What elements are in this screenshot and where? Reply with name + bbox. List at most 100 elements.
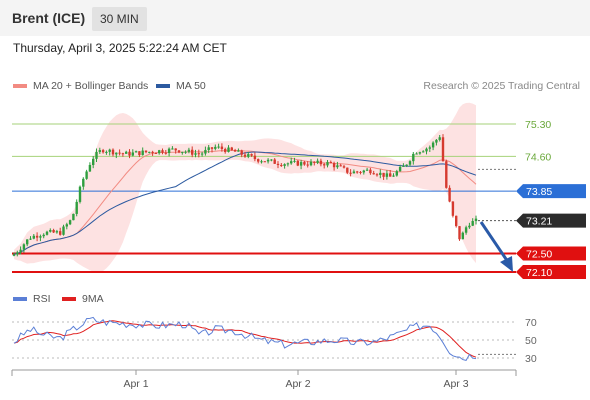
candle-body (92, 158, 95, 166)
legend-rsi-label: RSI (33, 293, 51, 305)
candle-body (220, 146, 224, 150)
candle-body (405, 164, 408, 166)
candle-body (224, 149, 227, 152)
price-tags: 75.30 74.60 73.85 73.21 72.50 72.10 (516, 119, 586, 279)
candle-body (286, 163, 290, 165)
x-label-Apr 2: Apr 2 (285, 378, 310, 390)
candle-body (428, 147, 431, 149)
candle-body (445, 161, 448, 188)
ma50-swatch (156, 84, 170, 88)
candle-body (319, 160, 323, 165)
candle-body (422, 151, 425, 153)
candle-body (174, 148, 177, 151)
level-tag-text-73.85: 73.85 (526, 186, 552, 198)
candle-body (372, 173, 375, 175)
legend-ma50-label: MA 50 (176, 80, 206, 92)
rsi-tick-50: 50 (525, 335, 537, 347)
timeframe-badge[interactable]: 30 MIN (92, 7, 147, 31)
candle-body (59, 231, 62, 235)
candle-body (316, 160, 319, 163)
rsi-tick-70: 70 (525, 317, 537, 329)
candle-body (230, 147, 233, 151)
candle-body (207, 147, 210, 150)
candle-body (362, 170, 365, 173)
candle-body (323, 164, 326, 166)
price-levels (12, 123, 516, 273)
candle-body (464, 227, 468, 233)
rsi-grid (12, 321, 516, 359)
candle-body (111, 149, 115, 155)
candle-body (101, 150, 105, 153)
candle-body (296, 160, 299, 166)
candle-body (303, 162, 306, 165)
rsi-swatch (13, 297, 27, 301)
instrument-title: Brent (ICE) (12, 10, 86, 26)
candle-body (29, 238, 32, 240)
candle-body (382, 172, 385, 177)
candle-body (125, 151, 128, 154)
candle-body (474, 218, 478, 222)
candle-body (35, 235, 39, 238)
rsi-tick-30: 30 (525, 353, 537, 365)
candle-body (448, 187, 451, 202)
candle-body (471, 221, 474, 226)
candle-body (233, 150, 237, 152)
candle-body (194, 153, 197, 155)
candle-body (237, 150, 240, 152)
candle-body (365, 169, 369, 171)
candle-body (336, 165, 339, 168)
x-label-Apr 1: Apr 1 (123, 378, 148, 390)
candle-body (26, 239, 29, 245)
candle-body (306, 164, 309, 166)
candle-body (415, 153, 418, 155)
candle-body (240, 150, 243, 155)
level-tag-72.50 (516, 246, 586, 261)
candle-body (435, 139, 438, 143)
candle-body (108, 149, 111, 152)
candle-body (438, 137, 441, 140)
candle-body (398, 166, 402, 172)
candle-body (55, 231, 59, 233)
level-tag-73.21 (516, 213, 586, 228)
candle-body (82, 178, 85, 187)
chart-header: Brent (ICE) 30 MIN (0, 0, 590, 36)
candle-body (412, 153, 415, 162)
candle-body (441, 137, 445, 162)
x-axis-labels: Apr 1 Apr 2 Apr 3 (123, 370, 469, 390)
bollinger-band (14, 102, 476, 273)
candle-body (276, 163, 280, 166)
candle-body (214, 146, 217, 149)
candle-body (461, 232, 464, 240)
candle-body (144, 150, 148, 153)
candle-body (161, 150, 164, 153)
candle-body (458, 226, 461, 240)
candle-body (309, 161, 313, 166)
candle-body (151, 151, 154, 154)
candle-body (167, 148, 171, 154)
candle-body (257, 159, 260, 162)
candle-body (49, 229, 52, 232)
candle-body (32, 235, 35, 239)
candle-body (392, 175, 395, 177)
legend-ma20: MA 20 + Bollinger Bands (13, 80, 148, 92)
candle-body (389, 173, 392, 177)
rsi-tick-labels: 70 50 30 (525, 317, 537, 365)
candle-body (16, 252, 19, 255)
candle-body (329, 161, 332, 164)
candle-body (395, 171, 398, 176)
level-tag-73.85 (516, 184, 586, 199)
candle-body (75, 201, 78, 214)
candle-body (375, 174, 379, 176)
candle-body (425, 148, 428, 152)
candle-body (19, 249, 22, 253)
candle-body (131, 152, 134, 156)
candle-body (359, 171, 362, 173)
candle-body (45, 231, 49, 235)
candle-body (181, 151, 184, 153)
level-tag-text-72.10: 72.10 (526, 267, 552, 279)
candle-body (250, 154, 253, 156)
candle-body (154, 153, 158, 155)
candle-body (299, 162, 303, 166)
candle-body (210, 147, 214, 149)
